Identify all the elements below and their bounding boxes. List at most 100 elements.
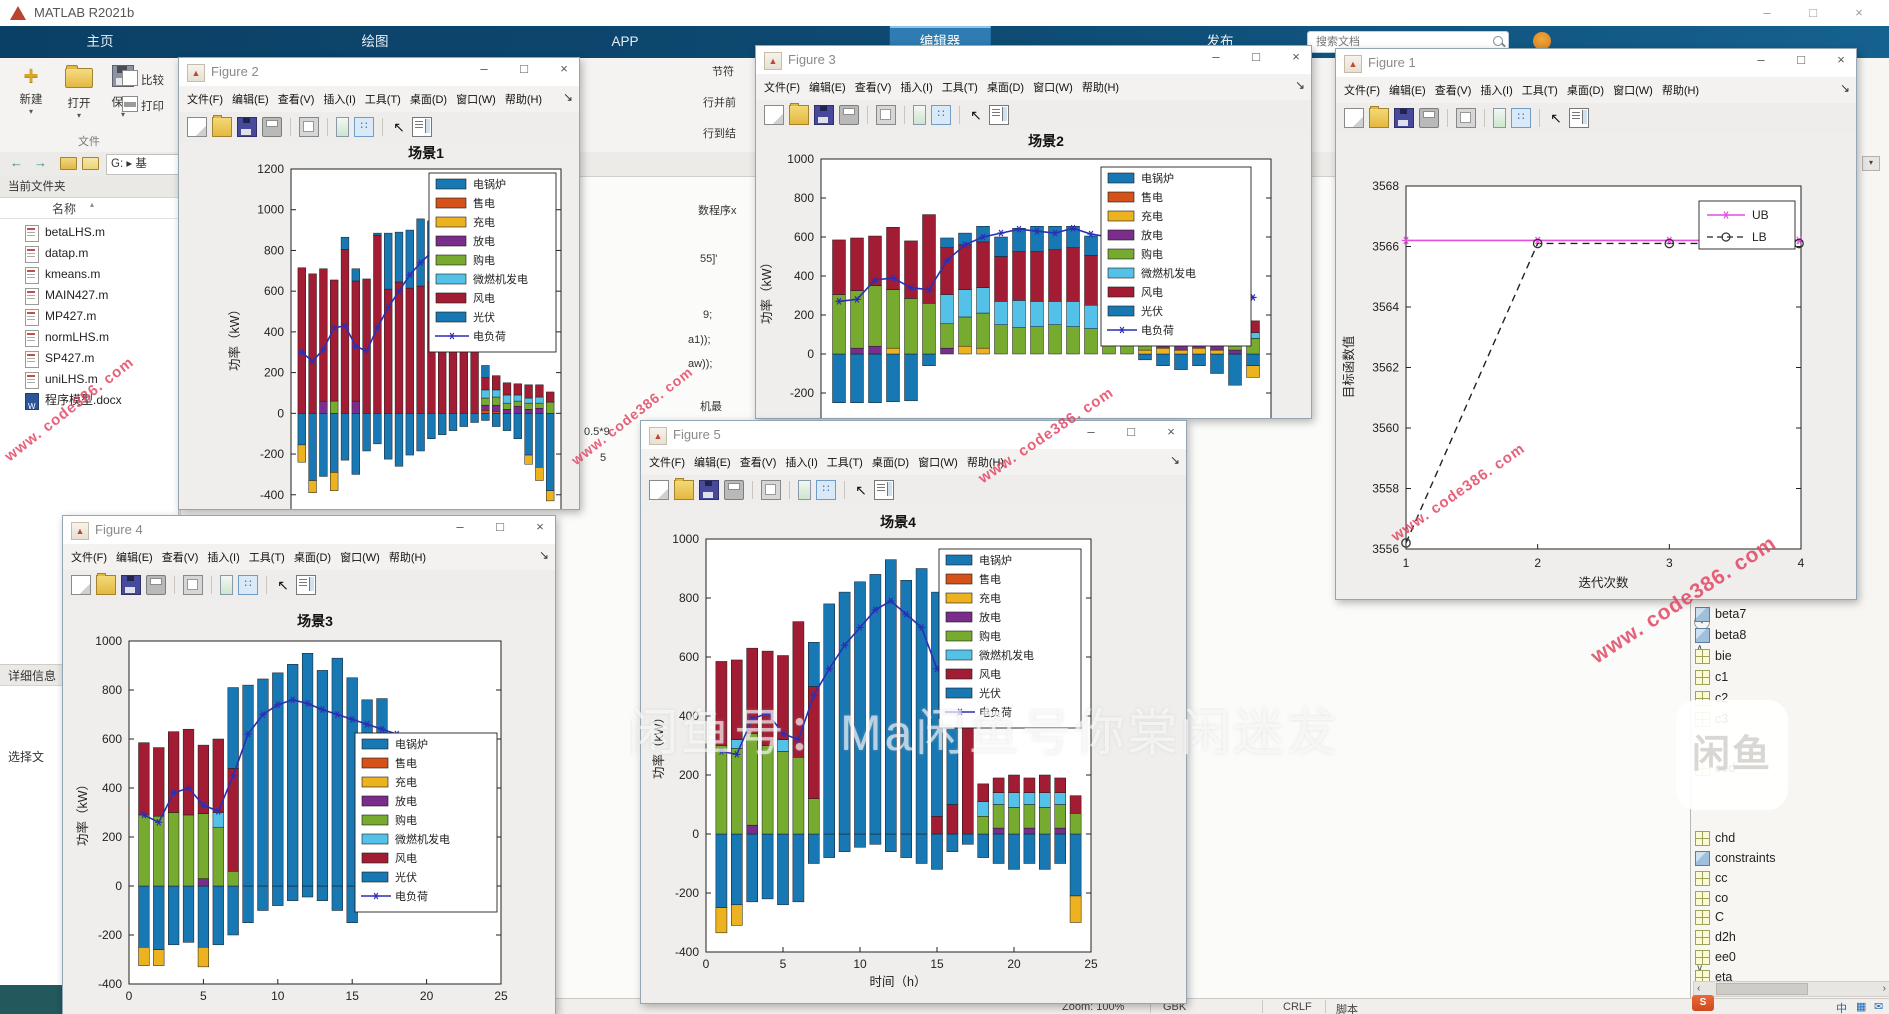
menu-item[interactable]: 编辑(E) bbox=[809, 82, 846, 94]
taskbar-grid-icon[interactable]: ▦ bbox=[1856, 1001, 1867, 1013]
tab-1[interactable]: 绘图 bbox=[361, 34, 389, 49]
link-plot-icon[interactable] bbox=[761, 480, 781, 500]
print-button[interactable]: 打印 bbox=[122, 96, 180, 116]
dock-arrow-icon[interactable]: ↘ bbox=[562, 90, 573, 104]
menu-item[interactable]: 编辑(E) bbox=[116, 552, 153, 564]
close-button[interactable]: × bbox=[1837, 52, 1845, 67]
folder-up-icon[interactable] bbox=[60, 157, 77, 170]
menu-item[interactable]: 插入(I) bbox=[900, 82, 933, 94]
minimize-button[interactable]: – bbox=[1757, 52, 1765, 67]
open-button[interactable]: 打开 ▾ bbox=[56, 62, 102, 120]
legend-toggle-icon[interactable]: ∷ bbox=[238, 575, 258, 595]
menu-item[interactable]: 窗口(W) bbox=[1613, 85, 1653, 97]
menu-item[interactable]: 工具(T) bbox=[826, 457, 863, 469]
dock-arrow-icon[interactable]: ↘ bbox=[1839, 81, 1850, 95]
scroll-right-icon[interactable]: › bbox=[1882, 983, 1886, 994]
workspace-variable-beta7[interactable]: beta7 bbox=[1695, 606, 1746, 624]
dock-arrow-icon[interactable]: ↘ bbox=[1169, 453, 1180, 467]
menu-item[interactable]: 工具(T) bbox=[364, 94, 401, 106]
file-item-datap.m[interactable]: datap.m bbox=[0, 243, 178, 264]
tab-0[interactable]: 主页 bbox=[86, 34, 114, 49]
new-figure-icon[interactable] bbox=[187, 117, 207, 137]
workspace-variable-c1[interactable]: c1 bbox=[1695, 669, 1728, 687]
menu-item[interactable]: 帮助(H) bbox=[1081, 82, 1120, 94]
minimize-button[interactable]: – bbox=[480, 61, 488, 76]
menu-item[interactable]: 窗口(W) bbox=[456, 94, 496, 106]
property-editor-icon[interactable] bbox=[989, 105, 1009, 125]
property-editor-icon[interactable] bbox=[412, 117, 432, 137]
menu-item[interactable]: 文件(F) bbox=[649, 457, 686, 469]
browse-folder-icon[interactable] bbox=[82, 157, 99, 170]
file-item-normLHS.m[interactable]: normLHS.m bbox=[0, 327, 178, 348]
search-icon[interactable] bbox=[1493, 36, 1503, 46]
menu-item[interactable]: 文件(F) bbox=[764, 82, 801, 94]
figure2-titlebar[interactable]: ▲ Figure 2 – □ × bbox=[179, 58, 579, 87]
minimize-button[interactable]: – bbox=[456, 519, 464, 534]
menu-item[interactable]: 工具(T) bbox=[248, 552, 285, 564]
maximize-button[interactable]: □ bbox=[496, 519, 504, 534]
back-arrow-icon[interactable]: ← bbox=[10, 155, 23, 170]
menu-item[interactable]: 桌面(D) bbox=[409, 94, 448, 106]
print-figure-icon[interactable] bbox=[724, 480, 744, 500]
open-file-icon[interactable] bbox=[789, 103, 809, 125]
new-figure-icon[interactable] bbox=[764, 105, 784, 125]
new-figure-icon[interactable] bbox=[71, 575, 91, 595]
cursor-arrow-icon[interactable]: ↖ bbox=[1550, 109, 1562, 126]
open-file-icon[interactable] bbox=[212, 115, 232, 137]
notifications-icon[interactable] bbox=[1533, 32, 1551, 50]
workspace-variable-ee0[interactable]: ee0 bbox=[1695, 949, 1736, 967]
taskbar-ime-icon[interactable]: 中 bbox=[1836, 1003, 1847, 1014]
menu-item[interactable]: 编辑(E) bbox=[232, 94, 269, 106]
workspace-variable-co[interactable]: co bbox=[1695, 890, 1728, 908]
save-figure-icon[interactable] bbox=[121, 575, 141, 595]
print-figure-icon[interactable] bbox=[262, 117, 282, 137]
menu-item[interactable]: 帮助(H) bbox=[388, 552, 427, 564]
menu-item[interactable]: 查看(V) bbox=[854, 82, 892, 94]
save-figure-icon[interactable] bbox=[237, 117, 257, 137]
figure4-titlebar[interactable]: ▲ Figure 4 – □ × bbox=[63, 516, 555, 545]
workspace-variable-d2h[interactable]: d2h bbox=[1695, 929, 1736, 947]
compare-button[interactable]: 比较 bbox=[122, 70, 180, 90]
file-item-betaLHS.m[interactable]: betaLHS.m bbox=[0, 222, 178, 243]
menu-item[interactable]: 帮助(H) bbox=[504, 94, 543, 106]
file-item-MP427.m[interactable]: MP427.m bbox=[0, 306, 178, 327]
minimize-button[interactable]: – bbox=[1212, 49, 1220, 64]
taskbar-mail-icon[interactable]: ✉ bbox=[1874, 1001, 1884, 1013]
dock-arrow-icon[interactable]: ↘ bbox=[538, 548, 549, 562]
file-item-MAIN427.m[interactable]: MAIN427.m bbox=[0, 285, 178, 306]
menu-item[interactable]: 桌面(D) bbox=[986, 82, 1025, 94]
maximize-button[interactable]: □ bbox=[520, 61, 528, 76]
menu-item[interactable]: 窗口(W) bbox=[1033, 82, 1073, 94]
menu-item[interactable]: 插入(I) bbox=[1480, 85, 1513, 97]
minimize-button[interactable]: – bbox=[1087, 424, 1095, 439]
open-file-icon[interactable] bbox=[1369, 106, 1389, 128]
workspace-variable-C[interactable]: C bbox=[1695, 909, 1724, 927]
menu-item[interactable]: 窗口(W) bbox=[918, 457, 958, 469]
scrollbar-thumb[interactable] bbox=[1716, 983, 1808, 995]
scroll-left-icon[interactable]: ‹ bbox=[1697, 983, 1701, 994]
link-plot-icon[interactable] bbox=[183, 575, 203, 595]
menu-item[interactable]: 插入(I) bbox=[323, 94, 356, 106]
menu-item[interactable]: 桌面(D) bbox=[1566, 85, 1605, 97]
menu-item[interactable]: 文件(F) bbox=[1344, 85, 1381, 97]
menu-item[interactable]: 帮助(H) bbox=[966, 457, 1005, 469]
legend-toggle-icon[interactable]: ∷ bbox=[1511, 108, 1531, 128]
menu-item[interactable]: 查看(V) bbox=[161, 552, 199, 564]
figure5-titlebar[interactable]: ▲ Figure 5 – □ × bbox=[641, 421, 1186, 450]
maximize-button[interactable]: □ bbox=[1797, 52, 1805, 67]
print-figure-icon[interactable] bbox=[1419, 108, 1439, 128]
file-item-SP427.m[interactable]: SP427.m bbox=[0, 348, 178, 369]
close-button[interactable]: × bbox=[560, 61, 568, 76]
file-item-kmeans.m[interactable]: kmeans.m bbox=[0, 264, 178, 285]
breadcrumb[interactable]: G: ▸ 基 bbox=[106, 154, 182, 175]
new-figure-icon[interactable] bbox=[1344, 108, 1364, 128]
menu-item[interactable]: 工具(T) bbox=[941, 82, 978, 94]
workspace-variable-beta8[interactable]: beta8 bbox=[1695, 627, 1746, 645]
save-figure-icon[interactable] bbox=[1394, 108, 1414, 128]
legend-toggle-icon[interactable]: ∷ bbox=[354, 117, 374, 137]
colorbar-icon[interactable] bbox=[336, 117, 349, 137]
menu-item[interactable]: 编辑(E) bbox=[1389, 85, 1426, 97]
file-item-程序模型.docx[interactable]: 程序模型.docx bbox=[0, 390, 178, 417]
property-editor-icon[interactable] bbox=[296, 575, 316, 595]
menu-item[interactable]: 查看(V) bbox=[739, 457, 777, 469]
